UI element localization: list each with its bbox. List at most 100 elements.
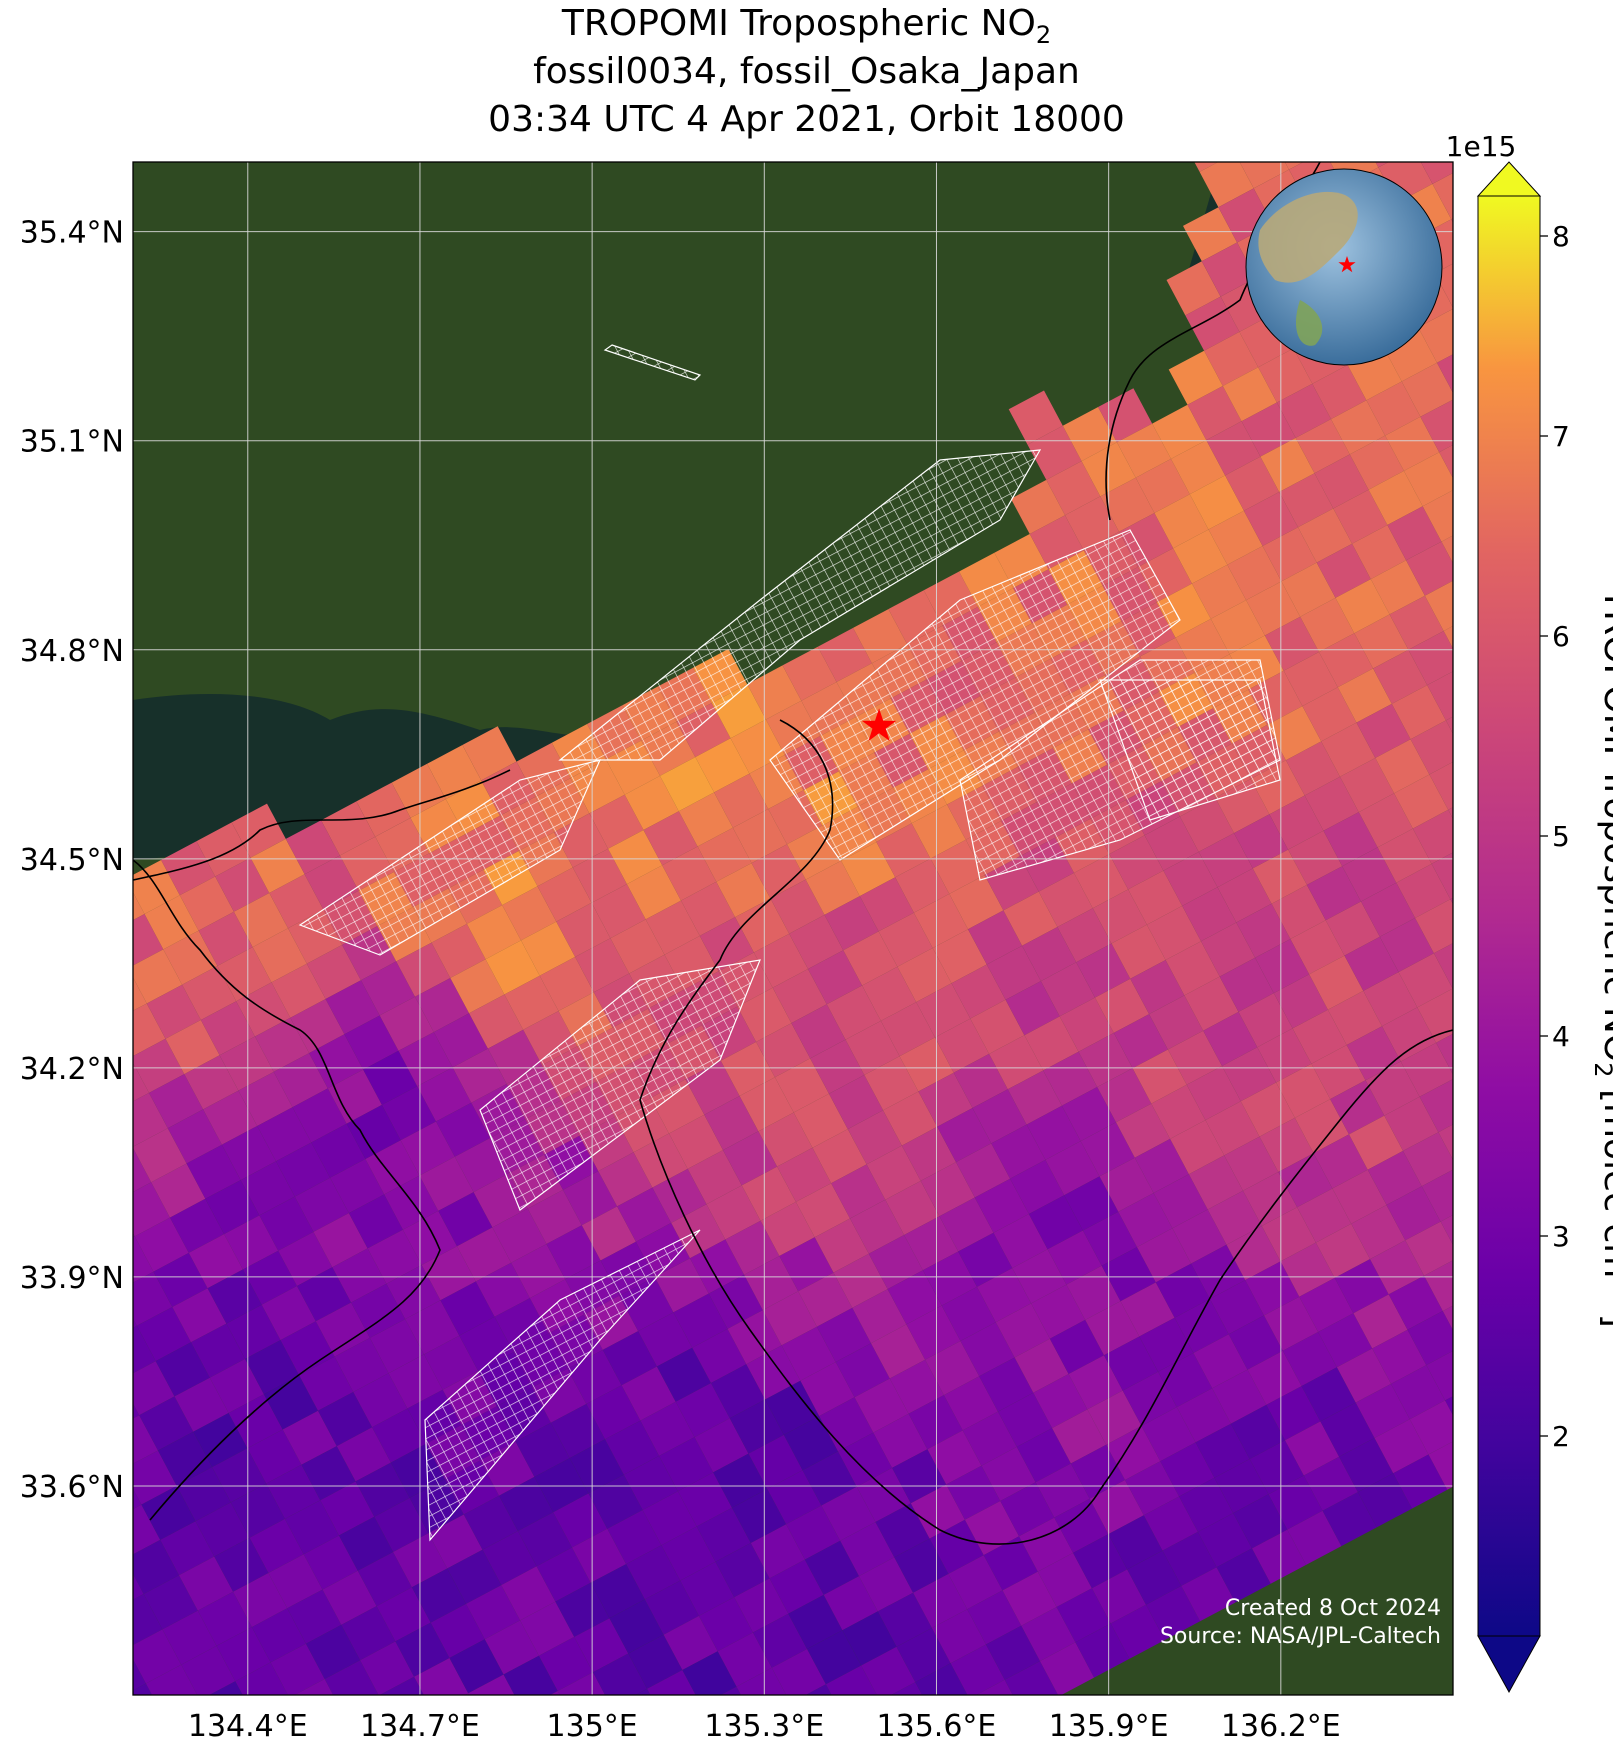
no2-pixel [861, 1646, 916, 1695]
no2-pixel [1193, 1334, 1248, 1389]
no2-pixel [732, 809, 787, 864]
no2-pixel [876, 823, 931, 878]
no2-pixel [1100, 477, 1155, 532]
no2-pixel [1110, 1604, 1165, 1659]
map-frame [132, 161, 1454, 1696]
y-tick-label: 33.6°N [20, 1470, 124, 1505]
no2-pixel [654, 1258, 709, 1313]
no2-pixel [133, 892, 145, 921]
no2-pixel [504, 975, 559, 1030]
no2-pixel [133, 1659, 146, 1691]
no2-pixel [1284, 162, 1304, 170]
no2-pixel [901, 1126, 956, 1181]
no2-pixel [1199, 162, 1254, 208]
no2-pixel [591, 884, 646, 939]
no2-pixel [172, 1288, 227, 1343]
no2-pixel [607, 1510, 662, 1565]
title-line-2: fossil0034, fossil_Osaka_Japan [533, 51, 1080, 92]
no2-pixel [1151, 1084, 1206, 1139]
quality-mask-swath [769, 529, 1181, 861]
no2-pixel [1198, 833, 1253, 888]
no2-pixel [1143, 1496, 1198, 1551]
x-tick-label: 136.2°E [1221, 1709, 1341, 1744]
no2-pixel [372, 1408, 427, 1463]
no2-pixel [195, 1502, 250, 1557]
no2-pixel [817, 627, 872, 682]
no2-pixel [864, 1056, 919, 1111]
no2-pixel [663, 1615, 718, 1670]
no2-pixel [1375, 739, 1430, 794]
y-axis-ticks: 33.6°N 33.9°N 34.2°N 34.5°N 34.8°N 35.1°N 35.4… [20, 216, 124, 1505]
no2-pixel [891, 1682, 923, 1695]
no2-pixel [415, 978, 470, 1033]
no2-pixel [1228, 1315, 1283, 1370]
no2-pixel [753, 933, 808, 988]
no2-pixel [417, 1067, 472, 1122]
no2-pixel [438, 1192, 493, 1247]
no2-pixel [321, 801, 376, 856]
no2-pixel [976, 1679, 1013, 1695]
no2-pixel [133, 1147, 152, 1192]
no2-pixel [1257, 1028, 1312, 1083]
no2-pixel [1184, 976, 1239, 1031]
no2-pixel [1197, 1513, 1252, 1568]
no2-pixel [1412, 809, 1453, 864]
no2-pixel [133, 1003, 166, 1057]
no2-pixel [1127, 1550, 1182, 1605]
no2-pixel [617, 1187, 672, 1242]
x-tick-label: 134.7°E [360, 1709, 480, 1744]
no2-pixel [224, 1215, 279, 1270]
no2-pixel [414, 1658, 469, 1695]
no2-pixel [271, 963, 326, 1018]
no2-pixel [1188, 1155, 1243, 1210]
no2-pixel [1271, 884, 1326, 939]
no2-pixel [1212, 1369, 1267, 1424]
title-line-3: 03:34 UTC 4 Apr 2021, Orbit 18000 [488, 99, 1125, 140]
no2-pixel [299, 1356, 354, 1411]
no2-pixel [1167, 1030, 1222, 1085]
y-tick-label: 35.1°N [20, 425, 124, 460]
no2-pixel [1187, 386, 1242, 441]
no2-pixel [977, 1268, 1032, 1323]
no2-pixel [141, 1485, 196, 1540]
no2-pixel [729, 1399, 784, 1454]
no2-pixel [908, 1395, 963, 1450]
no2-pixel [374, 1497, 429, 1552]
no2-pixel [605, 1420, 660, 1475]
no2-pixel [158, 1431, 213, 1486]
no2-pixel [162, 1610, 217, 1665]
no2-pixel [209, 1681, 243, 1695]
no2-pixel [1194, 162, 1219, 172]
no2-pixel [1189, 475, 1244, 530]
no2-pixel [447, 1549, 502, 1604]
no2-pixel [197, 1591, 252, 1646]
no2-pixel [1191, 1244, 1246, 1299]
no2-pixel [974, 1178, 1029, 1233]
no2-pixel [384, 1175, 439, 1230]
no2-pixel [133, 1488, 142, 1510]
no2-pixel [134, 1217, 189, 1272]
no2-pixel [287, 1589, 342, 1644]
no2-pixel [233, 1573, 288, 1628]
no2-pixel [645, 900, 700, 955]
y-tick-label: 35.4°N [20, 216, 124, 251]
no2-pixel [1078, 1032, 1133, 1087]
no2-pixel [563, 1171, 618, 1226]
no2-pixel [1005, 981, 1060, 1036]
no2-pixel [821, 1486, 876, 1541]
no2-pixel [986, 1625, 1040, 1680]
no2-pixel [1027, 425, 1082, 480]
no2-pixel [176, 1467, 231, 1522]
no2-pixel [770, 879, 825, 934]
no2-pixel [1179, 797, 1234, 852]
no2-pixel [943, 1376, 998, 1431]
no2-pixel [956, 1143, 1011, 1198]
no2-pixel [1056, 1588, 1111, 1643]
no2-pixel [807, 1630, 862, 1685]
no2-pixel [704, 1096, 759, 1151]
no2-pixel [1303, 1456, 1358, 1511]
no2-pixel [958, 1232, 1013, 1287]
no2-pixel [1377, 828, 1432, 883]
no2-pixel [1389, 595, 1444, 650]
no2-pixel [1217, 868, 1272, 923]
